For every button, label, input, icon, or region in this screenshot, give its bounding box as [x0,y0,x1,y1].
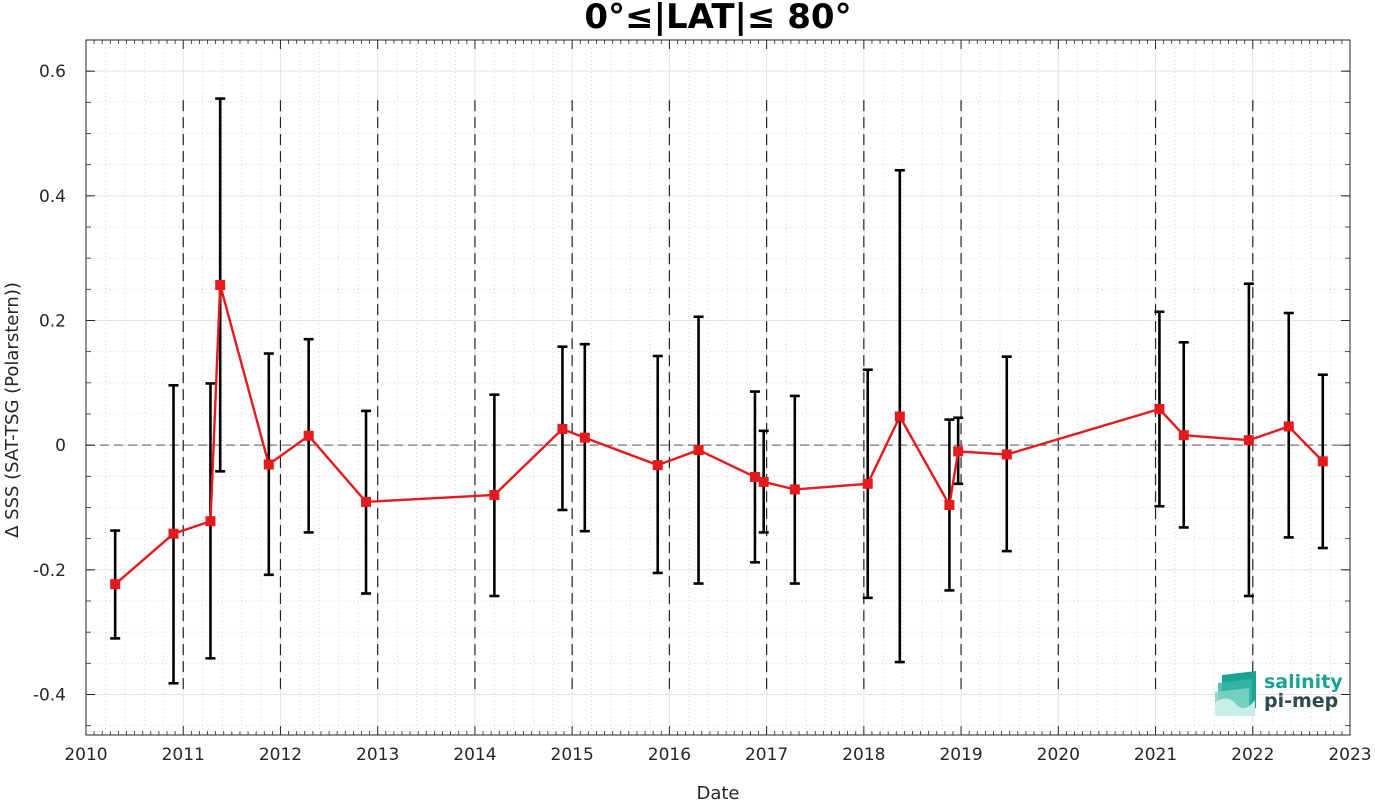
data-point-marker [205,516,216,527]
x-tick-label: 2013 [356,745,399,765]
x-tick-label: 2022 [1231,745,1274,765]
x-tick-label: 2018 [842,745,885,765]
salinity-pimep-logo: salinity pi-mep [1215,671,1343,716]
data-point-marker [110,579,121,590]
data-point-marker [1001,449,1012,460]
data-point-marker [215,279,226,290]
data-point-marker [749,471,760,482]
axis-ticks [85,39,1351,735]
data-point-marker [789,484,800,495]
data-point-marker [168,528,179,539]
y-tick-label: -0.4 [33,685,66,705]
y-axis-label: Δ SSS (SAT-TSG (Polarstern)) [2,282,23,538]
data-point-marker [693,445,704,456]
logo-text-pimep: pi-mep [1264,690,1338,712]
x-tick-label: 2015 [551,745,594,765]
data-point-marker [953,446,964,457]
y-tick-label: -0.2 [33,561,66,581]
x-tick-label: 2023 [1328,745,1371,765]
x-tick-label: 2020 [1037,745,1080,765]
data-point-marker [263,459,274,470]
y-tick-label: 0.6 [39,62,66,82]
chart-title: 0°≤|LAT|≤ 80° [584,0,851,37]
x-tick-label: 2014 [453,745,496,765]
data-point-marker [862,478,873,489]
y-tick-label: 0.4 [39,187,66,207]
x-tick-label: 2016 [648,745,691,765]
x-tick-label: 2019 [939,745,982,765]
y-tick-label: 0 [55,436,66,456]
data-point-marker [1154,404,1165,415]
plot-area-border [85,39,1351,736]
data-point-marker [1243,435,1254,446]
x-tick-label: 2021 [1134,745,1177,765]
x-tick-label: 2012 [259,745,302,765]
data-point-marker [361,496,372,507]
data-point-marker [1283,421,1294,432]
data-point-marker [944,499,955,510]
x-axis-label: Date [696,783,739,801]
data-point-marker [557,423,568,434]
logo-text-salinity: salinity [1264,671,1343,693]
data-point-marker [303,430,314,441]
data-point-marker [894,411,905,422]
data-point-marker [1178,430,1189,441]
series-markers [110,279,1328,590]
x-tick-labels: 2010 2011 2012 2013 2014 2015 2016 2017 2018 2019… [64,745,1371,765]
x-tick-label: 2017 [745,745,788,765]
y-tick-labels: -0.4 -0.2 0 0.2 0.4 0.6 [33,62,66,705]
y-tick-label: 0.2 [39,311,66,331]
data-point-marker [652,460,663,471]
x-tick-label: 2010 [64,745,107,765]
x-tick-label: 2011 [162,745,205,765]
data-point-marker [1317,456,1328,467]
data-point-marker [579,432,590,443]
data-point-marker [758,476,769,487]
data-point-marker [489,490,500,501]
logo-wave-icon [1215,671,1256,716]
